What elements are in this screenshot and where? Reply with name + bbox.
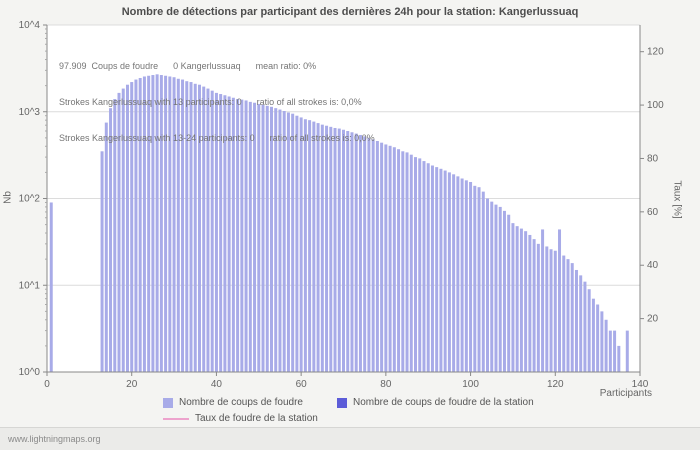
svg-text:10^0: 10^0 xyxy=(19,367,41,378)
legend-swatch-station-ratio xyxy=(163,417,189,420)
svg-text:0: 0 xyxy=(44,379,50,390)
svg-text:10^4: 10^4 xyxy=(19,20,41,31)
svg-text:40: 40 xyxy=(647,260,659,271)
svg-text:20: 20 xyxy=(126,379,138,390)
svg-text:80: 80 xyxy=(647,153,659,164)
svg-text:10^2: 10^2 xyxy=(19,194,41,205)
annotation-line-totals: 97.909 Coups de foudre 0 Kangerlussuaq m… xyxy=(59,61,317,71)
annotation-line-13: Strokes Kangerlussuaq with 13 participan… xyxy=(59,97,362,107)
svg-text:80: 80 xyxy=(380,379,392,390)
svg-text:20: 20 xyxy=(647,314,659,325)
svg-text:10^3: 10^3 xyxy=(19,107,41,118)
svg-text:10^1: 10^1 xyxy=(19,280,41,291)
svg-text:100: 100 xyxy=(462,379,479,390)
chart-title: Nombre de détections par participant des… xyxy=(121,6,579,18)
legend-label-station-strokes: Nombre de coups de foudre de la station xyxy=(352,397,534,408)
y-axis-label-right: Taux [%] xyxy=(671,180,683,219)
watermark-link[interactable]: www.lightningmaps.org xyxy=(8,434,101,444)
svg-text:120: 120 xyxy=(547,379,564,390)
svg-text:140: 140 xyxy=(632,379,649,390)
svg-text:120: 120 xyxy=(647,47,664,58)
chart-legend: Nombre de coups de foudre Nombre de coup… xyxy=(163,397,534,429)
legend-label-station-ratio: Taux de foudre de la station xyxy=(195,413,318,424)
x-axis-label: Participants xyxy=(599,388,652,399)
chart-annotations: 97.909 Coups de foudre 0 Kangerlussuaq m… xyxy=(59,36,375,168)
legend-label-strokes: Nombre de coups de foudre xyxy=(179,397,303,408)
svg-text:40: 40 xyxy=(211,379,223,390)
y-axis-label-left: Nb xyxy=(2,191,14,204)
legend-item-station-ratio: Taux de foudre de la station xyxy=(163,413,318,424)
svg-text:60: 60 xyxy=(296,379,308,390)
svg-text:100: 100 xyxy=(647,100,664,111)
annotation-line-13-24: Strokes Kangerlussuaq with 13-24 partici… xyxy=(59,133,375,143)
svg-text:60: 60 xyxy=(647,207,659,218)
legend-swatch-station-strokes xyxy=(336,397,347,408)
legend-item-strokes: Nombre de coups de foudre xyxy=(163,397,303,408)
legend-row: Taux de foudre de la station xyxy=(163,413,534,424)
legend-swatch-strokes xyxy=(163,397,173,408)
legend-item-station-strokes: Nombre de coups de foudre de la station xyxy=(336,397,534,408)
legend-row: Nombre de coups de foudre Nombre de coup… xyxy=(163,397,534,408)
footer-bar: www.lightningmaps.org xyxy=(0,427,700,450)
